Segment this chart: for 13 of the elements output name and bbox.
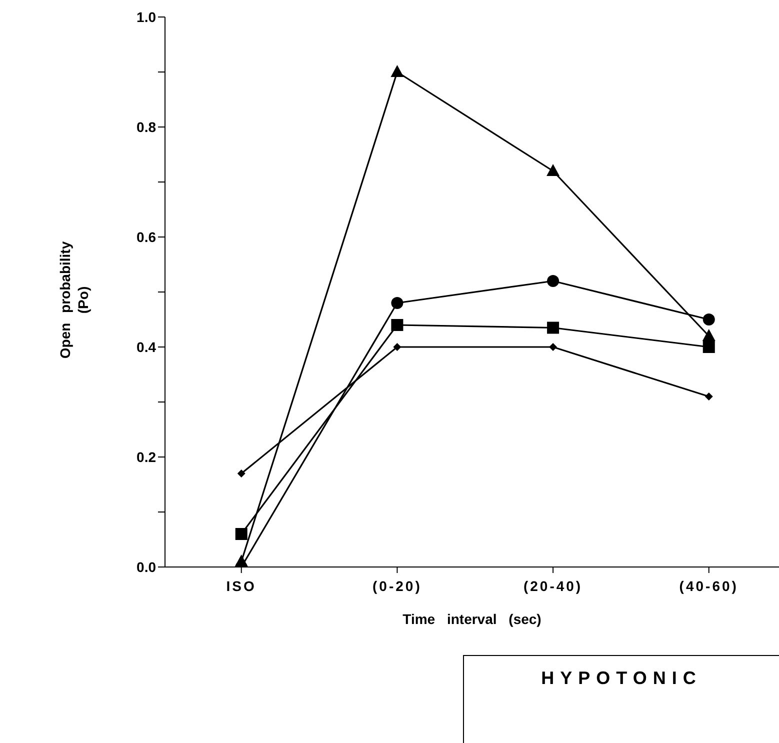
y-tick-label: 0.8 [136, 118, 156, 135]
x-tick-label: (40-60) [679, 578, 738, 594]
y-tick-label: 0.4 [136, 338, 156, 355]
x-tick-label: (0-20) [372, 578, 422, 594]
text: HYPOTONIC [463, 655, 779, 743]
x-tick-label: (20-40) [523, 578, 583, 594]
x-tick-label: ISO [226, 578, 256, 594]
y-axis-title: Open probability (Po) [57, 241, 91, 359]
y-tick-label: 1.0 [136, 8, 156, 25]
y-tick-label: 0.0 [136, 558, 156, 575]
y-tick-label: 0.6 [136, 228, 156, 245]
x-axis-title: Time interval (sec) [402, 611, 542, 627]
y-tick-label: 0.2 [136, 448, 156, 465]
